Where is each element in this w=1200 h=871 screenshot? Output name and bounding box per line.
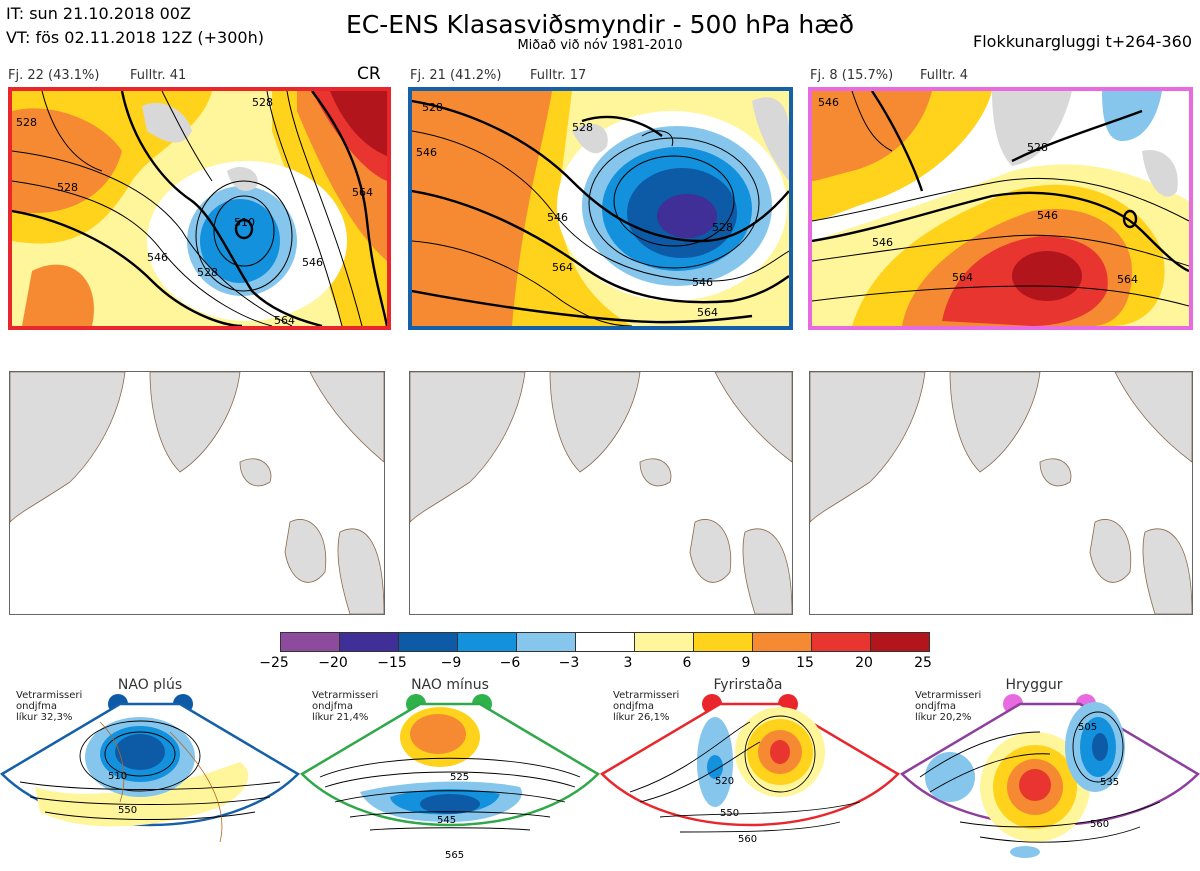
- regime-1-name: NAO plús: [117, 677, 183, 693]
- regime-3-note: Vetrarmisseri ondjfma líkur 26,1%: [613, 690, 680, 723]
- cluster-2-contour-label: 528: [712, 221, 733, 234]
- empty-map-2: [409, 371, 793, 615]
- cluster-window: Flokkunargluggi t+264-360: [973, 32, 1192, 51]
- scale-swatch: [693, 632, 753, 652]
- valid-time: VT: fös 02.11.2018 12Z (+300h): [6, 28, 264, 47]
- regime-3-label: 550: [720, 808, 739, 819]
- cluster-2-map[interactable]: 528 546 528 546 528 546 564 564: [408, 87, 793, 330]
- cluster-1-contour-label: 528: [16, 116, 37, 129]
- cluster-3-fulltr: Fulltr. 4: [920, 68, 969, 83]
- scale-swatch: [752, 632, 812, 652]
- cluster-1-map[interactable]: 528 528 528 510 528 546 546 564 564: [8, 87, 391, 330]
- scale-tick: 25: [914, 655, 932, 671]
- regime-1-label: 510: [108, 771, 127, 782]
- scale-tick: 3: [623, 655, 633, 671]
- cluster-3-contour-label: 564: [1117, 273, 1138, 286]
- cluster-3-map[interactable]: 546 528 546 564 546 564: [808, 87, 1193, 330]
- cluster-1-contour-label: 546: [302, 256, 323, 269]
- empty-map-1: [9, 371, 385, 615]
- cluster-2-fulltr: Fulltr. 17: [530, 68, 587, 83]
- regime-2-name: NAO mínus: [411, 677, 489, 693]
- land-outline-svg: [810, 372, 1192, 614]
- scale-tick: −25: [259, 655, 289, 671]
- scale-tick: 9: [741, 655, 751, 671]
- regime-4-label: 535: [1100, 777, 1119, 788]
- cluster-2-contour-label: 546: [547, 211, 568, 224]
- scale-swatch: [280, 632, 340, 652]
- cluster-1-contour-label: 510: [234, 216, 255, 229]
- scale-tick: 15: [796, 655, 814, 671]
- scale-swatch: [634, 632, 694, 652]
- regime-3-label: 520: [715, 776, 734, 787]
- scale-tick: −6: [499, 655, 521, 671]
- regime-1-note: Vetrarmisseri ondjfma líkur 32,3%: [16, 690, 83, 723]
- cluster-2-contour-label: 528: [572, 121, 593, 134]
- land-outline-svg: [410, 372, 792, 614]
- cluster-1-contour-label: 528: [197, 266, 218, 279]
- regime-1-label: 550: [118, 805, 137, 816]
- scale-swatch: [398, 632, 458, 652]
- cluster-2-contour-label: 546: [416, 146, 437, 159]
- regime-2-label: 525: [450, 772, 469, 783]
- regime-4-name: Hryggur: [1005, 677, 1063, 693]
- regime-1-map: 510 550: [0, 702, 300, 843]
- regime-4-map: 505 535 560: [900, 702, 1200, 858]
- scale-swatch: [457, 632, 517, 652]
- cluster-3-fj: Fj. 8 (15.7%): [810, 68, 894, 83]
- cluster-3-anomaly-svg: 546 528 546 564 546 564: [812, 91, 1189, 326]
- scale-tick: −9: [440, 655, 462, 671]
- cluster-2-anomaly-svg: 528 546 528 546 528 546 564 564: [412, 91, 789, 326]
- scale-tick: −3: [558, 655, 580, 671]
- cluster-1-fulltr: Fulltr. 41: [130, 68, 187, 83]
- cluster-3-contour-label: 564: [952, 271, 973, 284]
- cluster-1-contour-label: 546: [147, 251, 168, 264]
- cluster-3-contour-label: 546: [818, 96, 839, 109]
- cluster-2-contour-label: 564: [697, 306, 718, 319]
- initial-time: IT: sun 21.10.2018 00Z: [6, 4, 191, 23]
- cluster-1-contour-label: 528: [252, 96, 273, 109]
- page-title: EC-ENS Klasasviðsmyndir - 500 hPa hæð: [345, 10, 855, 39]
- regime-2-label: 545: [437, 815, 456, 826]
- scale-swatch: [575, 632, 635, 652]
- cluster-1-tag: CR: [357, 64, 381, 84]
- cluster-3-contour-label: 546: [872, 236, 893, 249]
- color-scale: [280, 632, 930, 652]
- regime-4-note: Vetrarmisseri ondjfma líkur 20,2%: [915, 690, 982, 723]
- cluster-1-contour-label: 564: [352, 186, 373, 199]
- cluster-2-contour-label: 528: [422, 101, 443, 114]
- cluster-2-contour-label: 564: [552, 261, 573, 274]
- cluster-2-fj: Fj. 21 (41.2%): [410, 68, 502, 83]
- scale-swatch: [811, 632, 871, 652]
- regime-2-map: 525 545 565: [300, 702, 600, 861]
- cluster-1-anomaly-svg: 528 528 528 510 528 546 546 564 564: [12, 91, 387, 326]
- cluster-3-contour-label: 546: [1037, 209, 1058, 222]
- regime-4-label: 560: [1090, 819, 1109, 830]
- cluster-2-contour-label: 546: [692, 276, 713, 289]
- regime-3-label: 560: [738, 834, 757, 845]
- cluster-1-contour-label: 528: [57, 181, 78, 194]
- cluster-3-contour-label: 528: [1027, 141, 1048, 154]
- regime-2-label: 565: [445, 850, 464, 861]
- cluster-1-contour-label: 564: [274, 314, 295, 326]
- scale-tick: −20: [318, 655, 348, 671]
- scale-tick: 20: [855, 655, 873, 671]
- empty-map-3: [809, 371, 1193, 615]
- land-outline-svg: [10, 372, 384, 614]
- scale-tick: 6: [682, 655, 692, 671]
- regime-2-note: Vetrarmisseri ondjfma líkur 21,4%: [312, 690, 379, 723]
- regime-3-map: 520 550 560: [600, 702, 900, 845]
- cluster-1-fj: Fj. 22 (43.1%): [8, 68, 100, 83]
- scale-swatch: [516, 632, 576, 652]
- regime-3-name: Fyrirstaða: [713, 677, 783, 693]
- scale-swatch: [870, 632, 930, 652]
- page-subtitle: Miðað við nóv 1981-2010: [517, 38, 683, 53]
- scale-tick: −15: [377, 655, 407, 671]
- scale-swatch: [339, 632, 399, 652]
- regime-4-label: 505: [1078, 722, 1097, 733]
